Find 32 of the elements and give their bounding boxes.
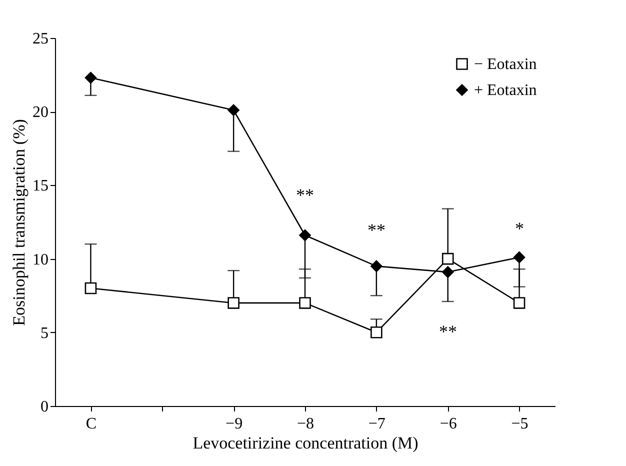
point bbox=[370, 260, 382, 272]
y-tick-label: 10 bbox=[32, 251, 48, 268]
y-tick-label: 20 bbox=[32, 104, 48, 122]
x-tick-label: −9 bbox=[226, 416, 243, 432]
point bbox=[299, 229, 311, 242]
point bbox=[84, 282, 97, 294]
y-axis-title: Eosinophil transmigration (%) bbox=[10, 119, 28, 326]
annotation: * bbox=[515, 218, 524, 238]
legend-label: − Eotaxin bbox=[474, 56, 537, 73]
point bbox=[442, 266, 454, 278]
x-tick-label: −5 bbox=[511, 416, 528, 432]
annotation: ** bbox=[439, 321, 457, 342]
annotation: ** bbox=[368, 220, 386, 240]
x-axis-title: Levocetirizine concentration (M) bbox=[192, 434, 418, 452]
x-tick-label: −6 bbox=[440, 416, 457, 432]
point bbox=[299, 297, 311, 309]
y-tick-label: 25 bbox=[32, 30, 48, 48]
y-tick-label: 15 bbox=[32, 178, 48, 195]
point bbox=[513, 251, 526, 264]
point bbox=[84, 72, 97, 84]
x-tick-label: C bbox=[86, 416, 97, 432]
annotation: ** bbox=[296, 185, 314, 206]
legend-label: + Eotaxin bbox=[474, 82, 537, 99]
y-tick-label: 5 bbox=[40, 324, 48, 342]
x-tick-label: −7 bbox=[368, 416, 386, 432]
x-tick-label: −8 bbox=[296, 416, 314, 432]
point bbox=[513, 297, 526, 309]
point bbox=[228, 104, 240, 116]
point bbox=[442, 252, 454, 265]
point bbox=[228, 297, 240, 309]
point bbox=[370, 326, 382, 338]
y-tick-label: 0 bbox=[40, 398, 48, 416]
